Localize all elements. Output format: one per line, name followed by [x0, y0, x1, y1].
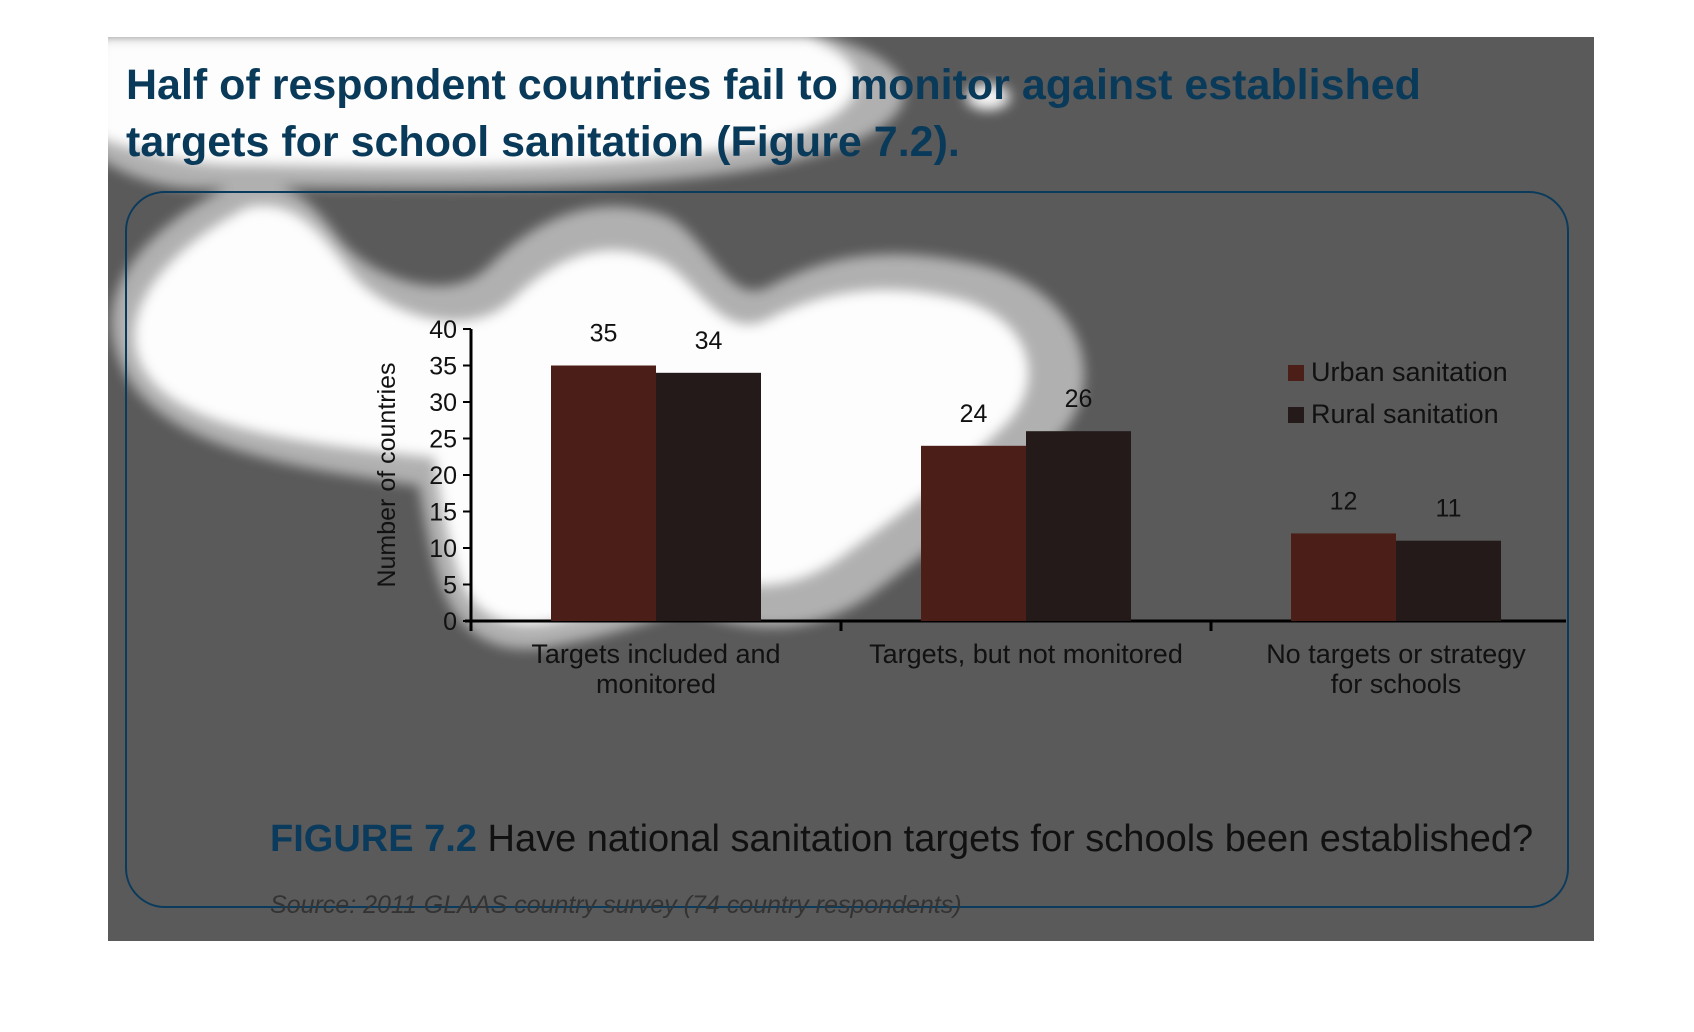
y-tick-label: 35 — [429, 353, 457, 381]
data-label: 24 — [960, 400, 988, 428]
legend-swatch — [1288, 407, 1304, 423]
figure-caption: FIGURE 7.2 Have national sanitation targ… — [270, 818, 1533, 861]
data-label: 11 — [1436, 495, 1462, 523]
data-label: 34 — [695, 327, 723, 355]
bar — [1026, 431, 1131, 621]
legend-label: Rural sanitation — [1311, 399, 1499, 429]
headline: Half of respondent countries fail to mon… — [126, 61, 1421, 166]
source-note: Source: 2011 GLAAS country survey (74 co… — [270, 891, 962, 919]
y-tick-label: 25 — [429, 426, 457, 454]
legend-swatch — [1288, 365, 1304, 381]
y-tick-label: 20 — [429, 462, 457, 490]
bar-chart: 0 5 10 15 20 25 30 35 40 Number of countries 35 34 T… — [373, 316, 1566, 699]
data-label: 26 — [1065, 385, 1093, 413]
category-label: for schools — [1331, 669, 1462, 699]
figure-panel — [125, 191, 1569, 908]
figure-caption-text: Have national sanitation targets for sch… — [487, 818, 1534, 860]
y-tick-label: 30 — [429, 389, 457, 417]
data-label: 35 — [590, 320, 618, 348]
category-label: No targets or strategy — [1266, 639, 1526, 669]
legend-label: Urban sanitation — [1311, 357, 1508, 387]
bar — [551, 365, 656, 621]
y-tick-label: 15 — [429, 499, 457, 527]
y-tick-label: 40 — [429, 316, 457, 344]
bar — [921, 445, 1026, 621]
bar — [1291, 533, 1396, 621]
category-label: Targets, but not monitored — [869, 639, 1183, 669]
y-axis-label: Number of countries — [373, 362, 401, 587]
bar — [656, 372, 761, 621]
figure-stage: Half of respondent countries fail to mon… — [108, 37, 1594, 941]
category-label: monitored — [596, 669, 716, 699]
y-tick-label: 5 — [443, 572, 457, 600]
bar — [1396, 540, 1501, 621]
data-label: 12 — [1330, 487, 1358, 515]
figure-number: FIGURE 7.2 — [270, 818, 477, 860]
category-label: Targets included and — [531, 639, 780, 669]
y-tick-label: 0 — [443, 608, 457, 636]
y-tick-label: 10 — [429, 535, 457, 563]
